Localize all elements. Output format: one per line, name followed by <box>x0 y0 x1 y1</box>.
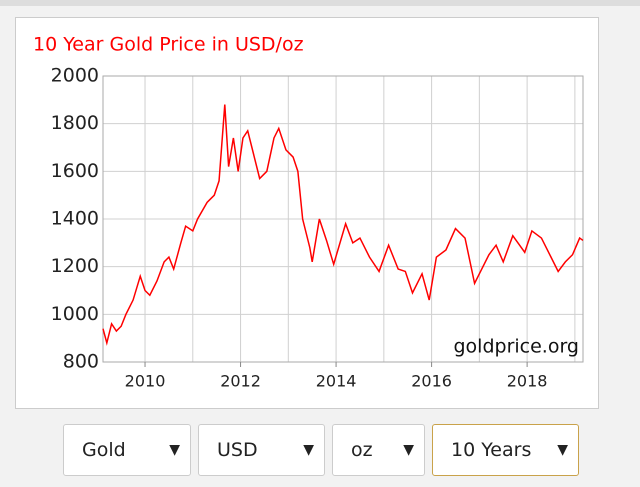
chart-title: 10 Year Gold Price in USD/oz <box>33 34 304 56</box>
period-select[interactable]: 10 Years ▼ <box>432 424 579 476</box>
x-tick-label: 2010 <box>125 372 166 391</box>
y-tick-label: 2000 <box>51 65 99 87</box>
price-line <box>102 104 584 346</box>
y-tick-label: 1600 <box>51 160 99 182</box>
unit-select[interactable]: oz ▼ <box>332 424 425 476</box>
select-text: USD <box>217 439 258 461</box>
y-tick-label: 1800 <box>51 112 99 134</box>
source-label: goldprice.org <box>453 336 579 358</box>
x-tick-label: 2018 <box>507 372 548 391</box>
x-tick-label: 2016 <box>411 372 452 391</box>
select-text: Gold <box>82 439 126 461</box>
select-text: 10 Years <box>451 439 532 461</box>
plot-border <box>102 75 584 363</box>
y-tick-label: 1000 <box>51 303 99 325</box>
top-bar <box>0 0 640 6</box>
chart-frame <box>15 17 599 409</box>
metal-select[interactable]: Gold ▼ <box>63 424 191 476</box>
y-tick-label: 1400 <box>51 208 99 230</box>
y-tick-label: 800 <box>63 351 99 373</box>
chart: 10 Year Gold Price in USD/oz 800 1000 1200… <box>15 17 599 409</box>
x-tick-label: 2012 <box>220 372 261 391</box>
currency-select[interactable]: USD ▼ <box>198 424 325 476</box>
select-text: oz <box>351 439 373 461</box>
x-tick-label: 2014 <box>316 372 357 391</box>
y-tick-label: 1200 <box>51 255 99 277</box>
